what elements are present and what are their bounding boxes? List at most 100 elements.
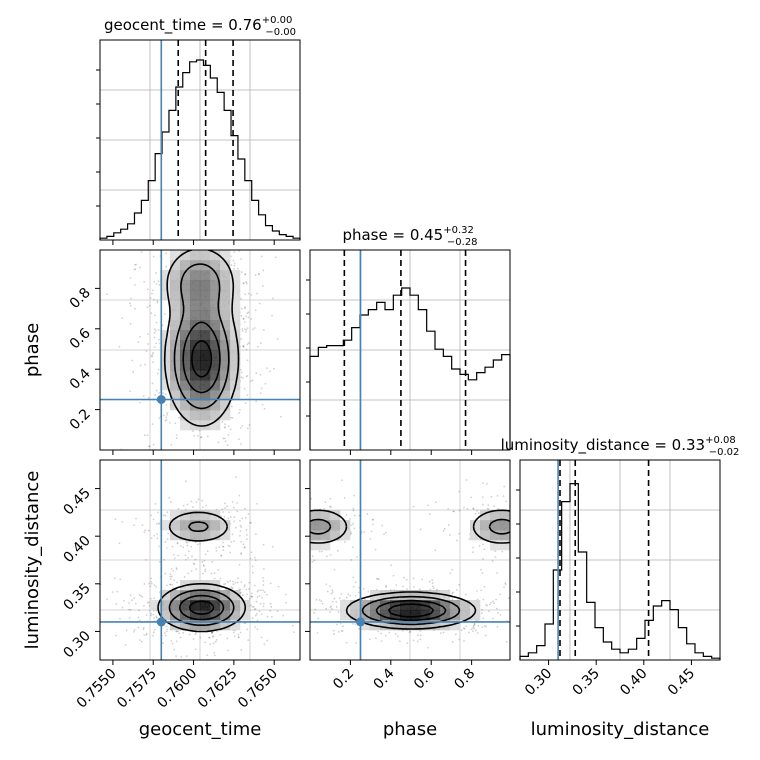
density-cell (170, 250, 181, 261)
sample-point (182, 504, 185, 507)
x-tick-label: 0.7625 (195, 666, 241, 712)
sample-point (231, 587, 234, 590)
sample-point (443, 527, 446, 530)
sample-point (258, 594, 261, 597)
density-cell (400, 610, 411, 621)
sample-point (243, 321, 246, 323)
density-cell (190, 580, 201, 591)
sample-point (458, 583, 461, 586)
sample-point (451, 641, 454, 643)
density-cell (200, 580, 211, 591)
sample-point (227, 243, 229, 245)
sample-point (331, 591, 334, 594)
panel-phase-vs-luminosity-distance-frame (309, 459, 511, 661)
title-minus-sign: − (265, 27, 273, 38)
sample-point (301, 539, 303, 541)
density-cell (190, 350, 201, 361)
contour-level-3 (387, 603, 435, 618)
sample-point (494, 550, 497, 553)
sample-point (474, 512, 477, 515)
sample-point (412, 577, 415, 580)
sample-point (168, 496, 171, 499)
sample-point (353, 527, 356, 530)
density-cell (440, 600, 451, 611)
sample-point (277, 585, 280, 588)
sample-point (150, 514, 152, 517)
sample-point (193, 248, 195, 250)
sample-point (366, 513, 369, 515)
sample-point (128, 616, 131, 619)
density-cell (210, 590, 221, 601)
density-cell (170, 310, 181, 321)
sample-point (179, 636, 182, 639)
sample-point (510, 622, 512, 624)
sample-point (242, 344, 244, 347)
sample-point (419, 638, 422, 641)
sample-point (428, 580, 431, 583)
sample-point (303, 540, 305, 542)
sample-point (452, 591, 454, 594)
sample-point (472, 626, 475, 629)
sample-point (352, 576, 355, 579)
title-value: 0.76 (228, 16, 261, 34)
sample-point (215, 638, 218, 641)
density-cell (220, 530, 231, 541)
sample-point (139, 364, 142, 367)
sample-point (511, 625, 513, 627)
sample-point (345, 641, 348, 644)
sample-point (215, 547, 218, 549)
density-cell (190, 380, 201, 391)
density-cell (210, 320, 221, 331)
density-cell (220, 520, 231, 531)
sample-point (261, 403, 264, 406)
sample-point (258, 272, 260, 275)
sample-point (272, 367, 275, 370)
sample-point (232, 259, 235, 262)
sample-point (481, 572, 484, 575)
sample-point (233, 506, 235, 509)
sample-point (249, 557, 252, 560)
sample-point (129, 302, 131, 305)
sample-point (185, 655, 188, 658)
sample-point (201, 561, 204, 563)
sample-point (255, 612, 258, 615)
sample-point (164, 419, 167, 422)
density-cell (180, 620, 191, 631)
sample-point (244, 328, 246, 331)
sample-point (106, 293, 108, 296)
sample-point (240, 338, 243, 340)
sample-point (165, 662, 167, 664)
sample-point (282, 614, 285, 617)
sample-point (151, 382, 154, 385)
sample-point (204, 553, 207, 556)
sample-point (153, 346, 156, 349)
sample-point (409, 630, 412, 633)
sample-point (211, 635, 214, 637)
sample-point (343, 541, 346, 543)
sample-point (262, 602, 265, 605)
density-cell (210, 350, 221, 361)
sample-point (240, 649, 243, 651)
sample-point (451, 592, 454, 595)
sample-point (402, 585, 404, 588)
sample-point (431, 579, 434, 581)
sample-point (156, 511, 159, 514)
sample-point (474, 629, 477, 632)
sample-point (248, 588, 251, 590)
density-cell (180, 400, 191, 411)
sample-point (183, 575, 186, 578)
sample-point (228, 545, 231, 548)
density-cell (210, 250, 221, 261)
sample-point (499, 613, 502, 616)
density-cell (210, 390, 221, 401)
sample-point (185, 480, 187, 483)
density-cell (190, 280, 201, 291)
sample-point (517, 623, 519, 625)
sample-point (200, 436, 202, 439)
sample-point (238, 411, 240, 414)
sample-point (246, 593, 248, 596)
sample-point (455, 589, 458, 591)
density-cell (170, 280, 181, 291)
sample-point (239, 443, 242, 445)
sample-point (279, 415, 282, 418)
